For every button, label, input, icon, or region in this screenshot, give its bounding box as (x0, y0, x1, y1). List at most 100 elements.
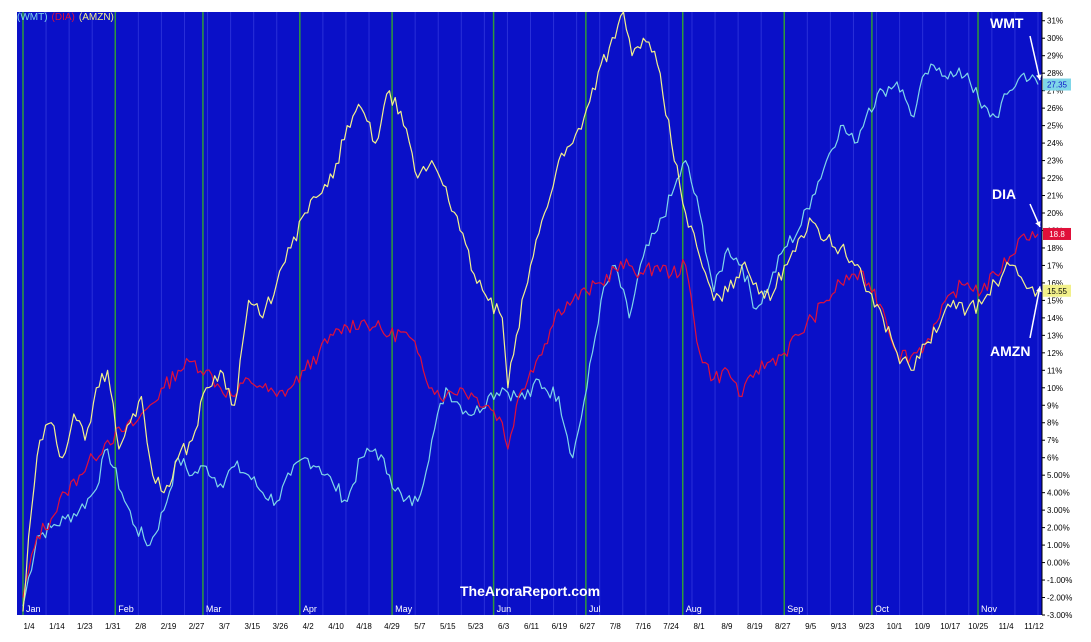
x-date-label: 6/19 (552, 622, 568, 631)
y-tick-label: 1.00% (1047, 541, 1070, 550)
x-date-label: 11/12 (1024, 622, 1044, 631)
callout-arrowhead-amzn (1036, 286, 1042, 293)
y-tick-label: 0.00% (1047, 559, 1070, 568)
y-tick-label: 17% (1047, 261, 1063, 270)
x-date-label: 9/13 (831, 622, 847, 631)
y-tick-label: 23% (1047, 157, 1063, 166)
y-tick-label: 7% (1047, 436, 1059, 445)
x-date-label: 8/27 (775, 622, 791, 631)
x-date-label: 1/14 (49, 622, 65, 631)
legend-wmt: (WMT) (17, 12, 48, 23)
series-line-dia (22, 231, 1039, 598)
x-date-label: 1/31 (105, 622, 121, 631)
watermark: TheAroraReport.com (460, 583, 601, 599)
y-tick-label: 31% (1047, 17, 1063, 26)
x-date-label: 10/25 (968, 622, 989, 631)
callout-wmt: WMT (990, 15, 1024, 31)
x-date-label: 4/10 (328, 622, 344, 631)
x-month-label: Nov (981, 604, 998, 614)
y-tick-label: 12% (1047, 349, 1063, 358)
y-tick-label: -3.00% (1047, 611, 1072, 620)
y-tick-label: 6% (1047, 454, 1059, 463)
y-tick-label: 22% (1047, 174, 1063, 183)
last-value-tag-amzn (1043, 284, 1071, 297)
legend-amzn: (AMZN) (78, 12, 114, 23)
x-month-label: May (395, 604, 413, 614)
x-date-label: 5/15 (440, 622, 456, 631)
x-date-label: 2/27 (189, 622, 205, 631)
x-date-label: 10/9 (915, 622, 931, 631)
series-line-amzn (22, 11, 1039, 612)
y-tick-label: 26% (1047, 104, 1063, 113)
y-tick-label: 16% (1047, 279, 1063, 288)
x-date-label: 6/11 (524, 622, 540, 631)
x-date-label: 7/24 (663, 622, 679, 631)
y-tick-label: 4.00% (1047, 489, 1070, 498)
x-date-label: 9/5 (805, 622, 817, 631)
last-value-label-amzn: 15.55 (1047, 287, 1068, 296)
y-tick-label: 18% (1047, 244, 1063, 253)
x-date-label: 6/3 (498, 622, 510, 631)
plot-area (17, 12, 1042, 615)
y-tick-label: 2.00% (1047, 524, 1070, 533)
y-tick-label: 11% (1047, 366, 1062, 375)
y-tick-label: -2.00% (1047, 594, 1072, 603)
x-date-label: 2/19 (161, 622, 177, 631)
x-date-label: 5/23 (468, 622, 484, 631)
callout-arrow-wmt (1029, 35, 1041, 81)
x-date-label: 10/1 (887, 622, 903, 631)
x-date-label: 8/1 (693, 622, 705, 631)
x-month-label: Feb (118, 604, 134, 614)
x-date-label: 6/27 (580, 622, 596, 631)
y-tick-label: 27% (1047, 87, 1063, 96)
last-value-label-dia: 18.8 (1049, 230, 1065, 239)
y-tick-label: 24% (1047, 139, 1063, 148)
callout-amzn: AMZN (990, 343, 1031, 359)
x-month-label: Aug (686, 604, 702, 614)
x-date-label: 8/19 (747, 622, 763, 631)
callout-arrowhead-dia (1035, 221, 1041, 227)
legend: (WMT) (DIA) (AMZN) (17, 12, 118, 23)
x-month-label: Jul (589, 604, 601, 614)
y-tick-label: 29% (1047, 52, 1063, 61)
y-tick-label: 21% (1047, 192, 1063, 201)
y-tick-label: 14% (1047, 314, 1063, 323)
x-date-label: 7/8 (610, 622, 622, 631)
x-date-label: 4/18 (356, 622, 372, 631)
x-date-label: 10/17 (940, 622, 961, 631)
y-tick-label: 3.00% (1047, 506, 1070, 515)
y-axis-panel (1042, 12, 1088, 615)
y-tick-label: 15% (1047, 296, 1063, 305)
callout-arrow-amzn (1029, 286, 1041, 339)
y-tick-label: 9% (1047, 401, 1059, 410)
x-date-label: 2/8 (135, 622, 147, 631)
y-tick-label: 5.00% (1047, 471, 1070, 480)
x-month-label: Apr (303, 604, 317, 614)
y-tick-label: 28% (1047, 69, 1063, 78)
last-value-label-wmt: 27.35 (1047, 81, 1068, 90)
y-tick-label: 25% (1047, 122, 1063, 131)
x-date-label: 3/15 (245, 622, 261, 631)
series-line-wmt (22, 63, 1039, 607)
x-month-label: Mar (206, 604, 222, 614)
x-month-label: Jan (26, 604, 41, 614)
x-date-label: 11/4 (999, 622, 1015, 631)
x-date-label: 7/16 (635, 622, 651, 631)
last-value-tag-wmt (1043, 78, 1071, 91)
x-date-label: 1/23 (77, 622, 93, 631)
last-value-tag-dia (1043, 227, 1071, 240)
x-month-label: Oct (875, 604, 890, 614)
x-date-label: 9/23 (859, 622, 875, 631)
y-tick-label: 13% (1047, 331, 1063, 340)
y-tick-label: 30% (1047, 34, 1063, 43)
y-tick-label: 20% (1047, 209, 1063, 218)
x-date-label: 1/4 (23, 622, 35, 631)
x-month-label: Sep (787, 604, 803, 614)
y-tick-label: 10% (1047, 384, 1063, 393)
callout-arrowhead-wmt (1036, 74, 1042, 81)
x-date-label: 3/26 (272, 622, 288, 631)
x-date-label: 3/7 (219, 622, 231, 631)
x-month-label: Jun (497, 604, 512, 614)
